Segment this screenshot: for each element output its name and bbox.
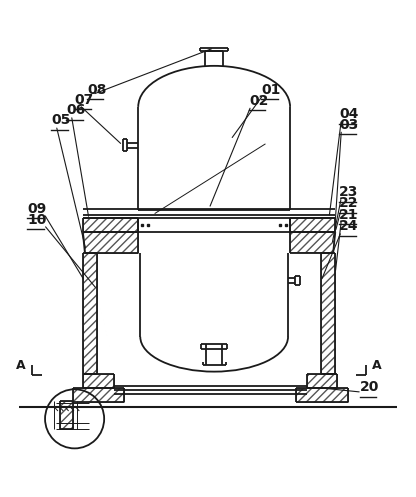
Text: 10: 10 — [27, 213, 47, 227]
Text: 05: 05 — [51, 113, 71, 127]
Text: 03: 03 — [339, 117, 359, 132]
Text: A: A — [17, 359, 26, 372]
Text: 06: 06 — [67, 103, 86, 117]
Text: A: A — [371, 359, 381, 372]
Text: 07: 07 — [74, 93, 94, 107]
Text: 08: 08 — [87, 83, 106, 96]
Text: 22: 22 — [339, 196, 359, 210]
Text: 01: 01 — [261, 83, 281, 96]
Text: 24: 24 — [339, 219, 359, 233]
Text: 04: 04 — [339, 107, 359, 121]
Text: 23: 23 — [339, 185, 359, 199]
Text: 20: 20 — [360, 380, 379, 394]
Text: 21: 21 — [339, 208, 359, 222]
Text: 02: 02 — [249, 94, 268, 108]
Text: 09: 09 — [27, 202, 47, 216]
